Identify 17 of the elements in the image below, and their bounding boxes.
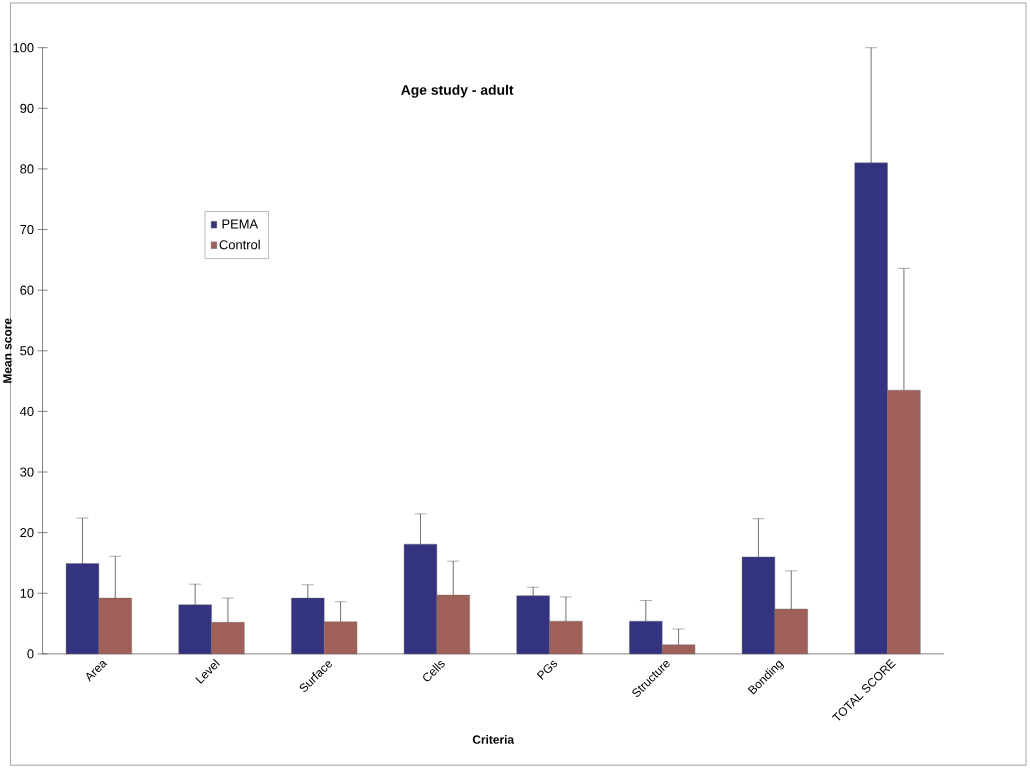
x-tick-label: PGs (536, 660, 558, 680)
y-tick-label: 40 (19, 406, 34, 416)
y-tick-label: 80 (20, 164, 34, 174)
y-tick-label: 100 (13, 43, 34, 53)
y-tick-label: 10 (20, 588, 34, 598)
legend-label: PEMA (222, 219, 259, 229)
legend-label: Control (219, 239, 260, 250)
text: Age study - adult (401, 84, 514, 98)
x-axis-title: Criteria (472, 734, 515, 744)
y-axis-title: Mean score (3, 318, 12, 383)
y-tick-label: 30 (20, 467, 34, 477)
y-tick-label: 20 (20, 527, 34, 538)
y-tick-label: 90 (20, 103, 34, 113)
y-tick-label: 70 (20, 224, 34, 235)
y-tick-label: 50 (20, 346, 34, 356)
y-tick-label: 60 (20, 285, 34, 295)
y-tick-label: 0 (27, 649, 34, 659)
